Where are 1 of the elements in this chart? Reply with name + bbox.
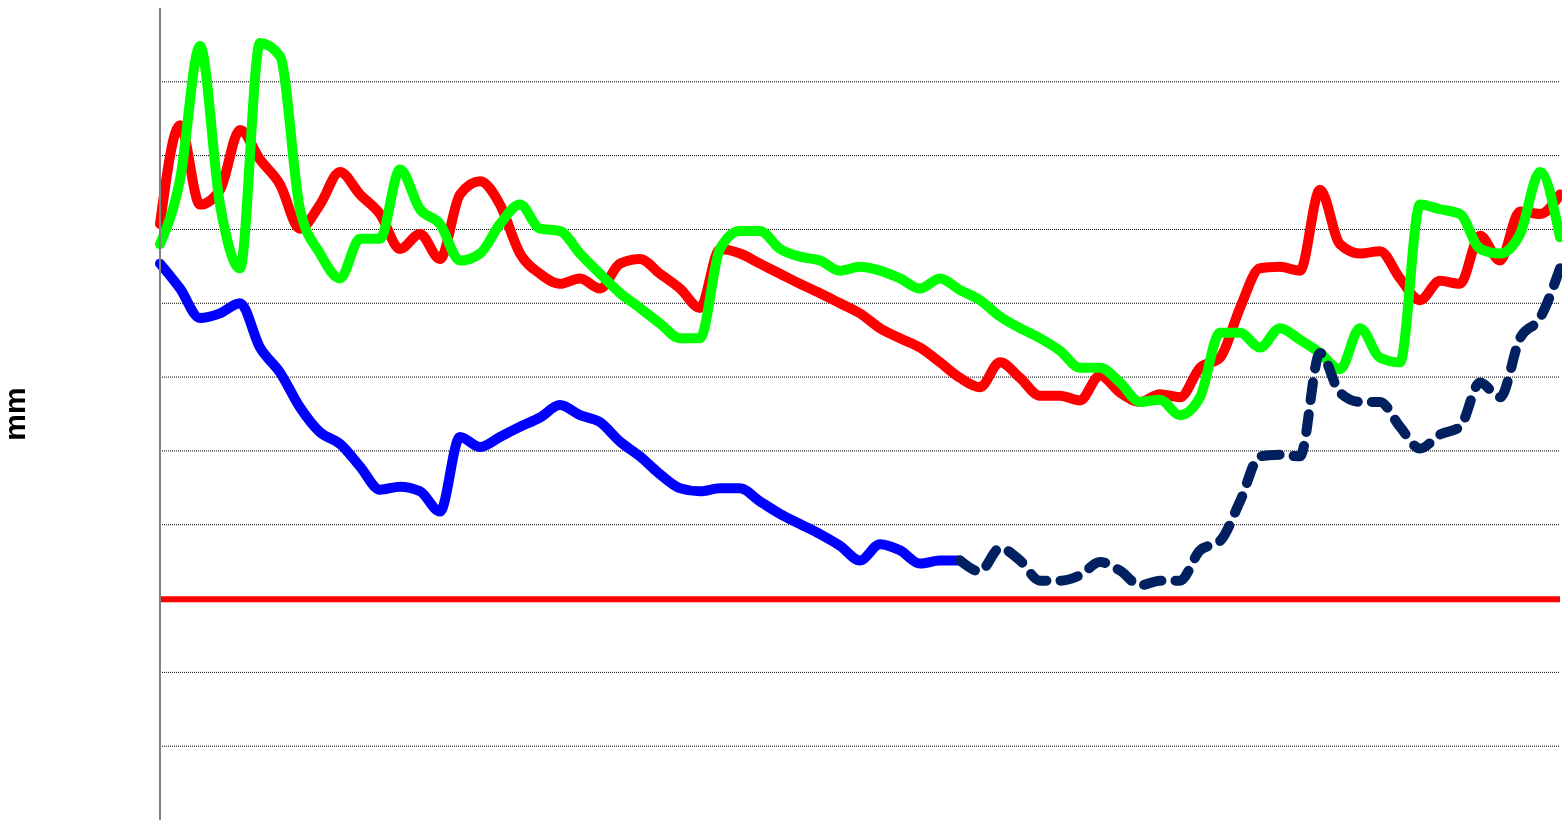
y-axis-title: mm [0, 387, 31, 441]
